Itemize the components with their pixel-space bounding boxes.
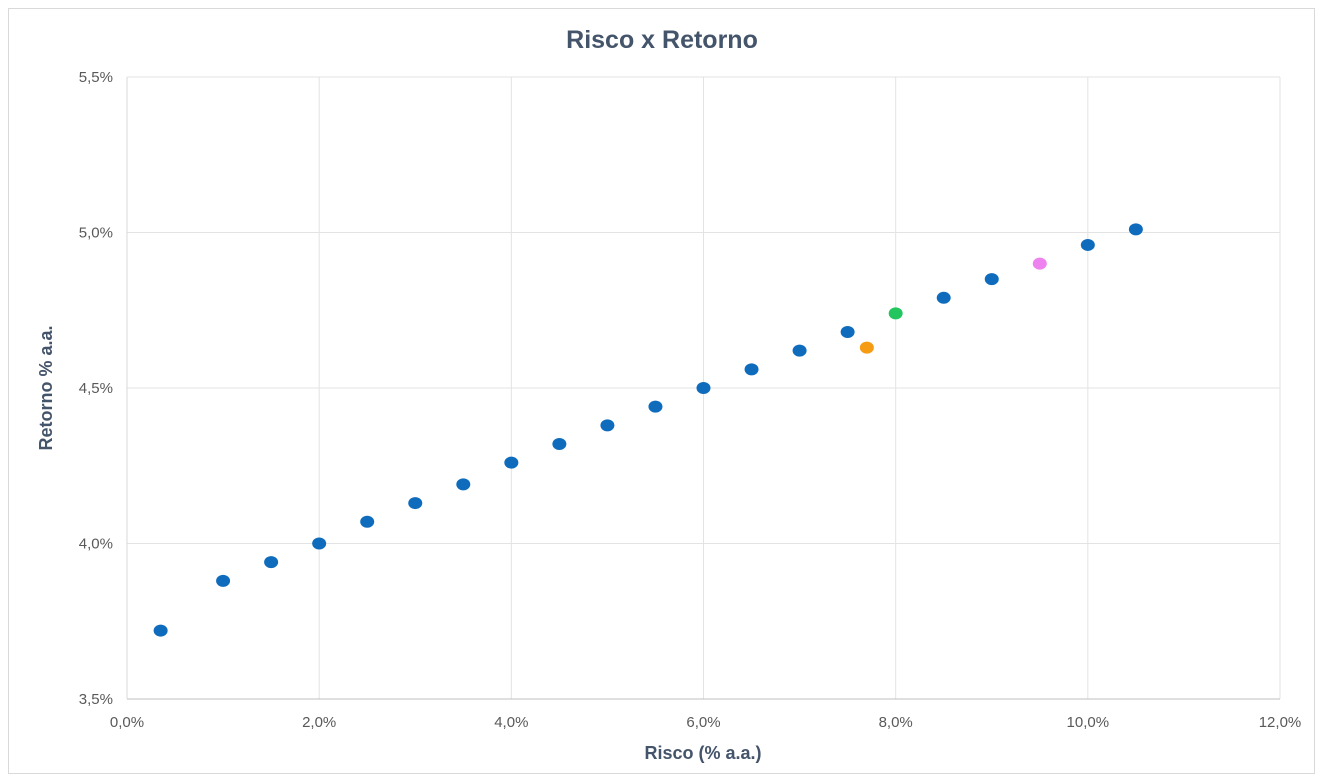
x-tick-label: 12,0%: [1259, 714, 1302, 731]
data-point: [1032, 257, 1047, 270]
data-point: [984, 273, 999, 286]
data-point: [216, 574, 231, 587]
data-point: [600, 419, 615, 432]
data-point: [552, 437, 567, 450]
chart-title: Risco x Retorno: [566, 26, 758, 54]
data-point: [648, 400, 663, 413]
chart-frame: [8, 8, 1315, 774]
data-point: [312, 537, 327, 550]
data-point: [792, 344, 807, 357]
data-point: [408, 497, 423, 510]
data-point: [1128, 223, 1143, 236]
y-tick-labels: 3,5% 4,0% 4,5% 5,0% 5,5%: [79, 69, 113, 708]
x-tick-label: 4,0%: [494, 714, 528, 731]
x-axis-title: Risco (% a.a.): [644, 743, 761, 763]
data-point: [744, 363, 759, 376]
y-tick-label: 4,0%: [79, 536, 113, 553]
data-point: [859, 341, 874, 354]
x-tick-label: 2,0%: [302, 714, 336, 731]
y-axis-title: Retorno % a.a.: [36, 325, 56, 450]
y-tick-label: 3,5%: [79, 691, 113, 708]
x-gridlines: [318, 77, 1281, 699]
x-tick-label: 10,0%: [1067, 714, 1110, 731]
axes: [126, 77, 1280, 700]
data-point: [264, 556, 279, 569]
data-point: [1080, 238, 1095, 251]
data-point: [504, 456, 519, 469]
x-tick-label: 8,0%: [879, 714, 913, 731]
data-point: [153, 624, 168, 637]
y-tick-label: 5,5%: [79, 69, 113, 86]
y-tick-label: 5,0%: [79, 225, 113, 242]
data-point: [456, 478, 471, 491]
data-points: [153, 223, 1143, 637]
y-tick-label: 4,5%: [79, 380, 113, 397]
x-tick-labels: 0,0% 2,0% 4,0% 6,0% 8,0% 10,0% 12,0%: [110, 714, 1301, 731]
x-tick-label: 6,0%: [686, 714, 720, 731]
data-point: [360, 515, 375, 528]
x-tick-label: 0,0%: [110, 714, 144, 731]
data-point: [888, 307, 903, 320]
data-point: [696, 382, 711, 394]
data-point: [840, 326, 855, 339]
data-point: [936, 291, 951, 304]
